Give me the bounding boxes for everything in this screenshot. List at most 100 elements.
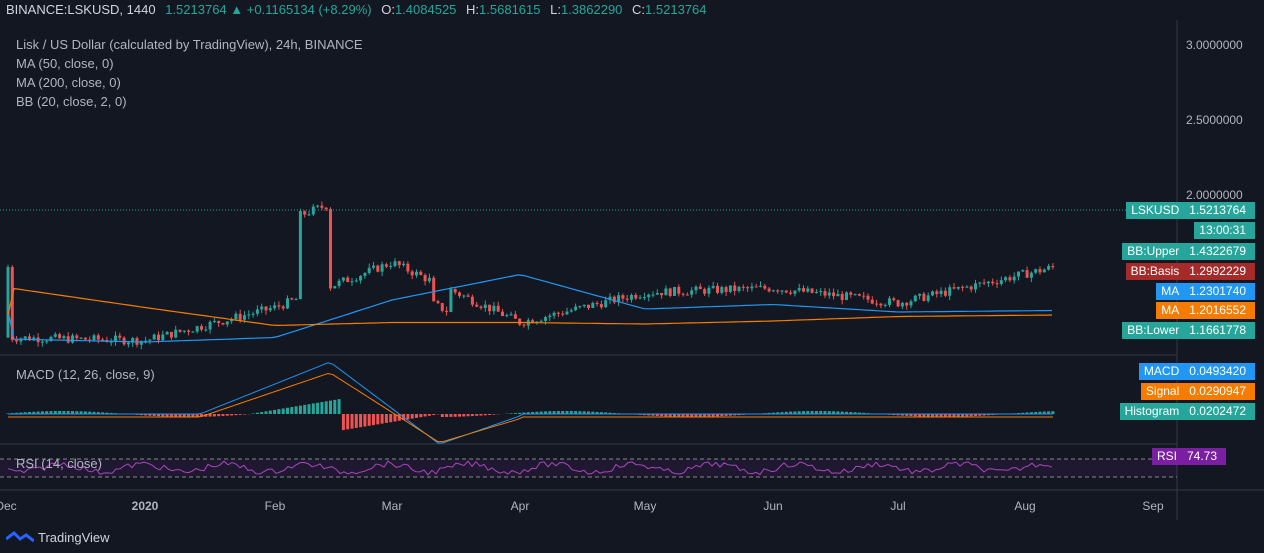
candle-body (720, 287, 724, 293)
macd-histogram-bar (333, 399, 337, 414)
price-tick-label: 2.0000000 (1186, 188, 1243, 202)
candle-body (952, 287, 956, 289)
candle-body (144, 340, 148, 342)
candle-body (402, 263, 406, 266)
candle-body (118, 335, 122, 338)
ma200-legend[interactable]: MA (200, close, 0) (16, 75, 121, 90)
macd-histogram-bar (221, 414, 225, 416)
macd-histogram-bar (389, 414, 393, 423)
macd-histogram-bar (569, 411, 573, 414)
macd-histogram-bar (350, 414, 354, 429)
candle-body (544, 317, 547, 321)
candle-body (114, 335, 117, 342)
symbol-label[interactable]: BINANCE:LSKUSD, 1440 (6, 2, 156, 17)
candle-body (492, 305, 496, 312)
candle-body (217, 320, 221, 324)
candle-body (462, 295, 466, 297)
macd-legend[interactable]: MACD (12, 26, close, 9) (16, 367, 155, 382)
macd-histogram-bar (281, 408, 285, 414)
candle-body (612, 296, 616, 303)
price-tag: MA 1.2016552 (1156, 302, 1255, 319)
macd-histogram-bar (83, 411, 87, 414)
macd-histogram-bar (71, 411, 74, 414)
ma200-line (7, 287, 1053, 327)
macd-histogram-bar (526, 412, 530, 414)
macd-histogram-bar (1042, 411, 1046, 414)
macd-histogram-bar (819, 411, 823, 414)
rsi-legend[interactable]: RSI (14, close) (16, 456, 102, 471)
candle-body (1004, 277, 1008, 281)
candle-body (264, 306, 268, 311)
macd-histogram-bar (681, 414, 685, 417)
candle-body (638, 297, 642, 299)
price-tag-name: Signal (1145, 384, 1180, 398)
candle-body (698, 286, 702, 290)
macd-histogram-bar (15, 412, 19, 414)
macd-histogram-bar (849, 412, 853, 414)
macd-histogram-bar (152, 414, 156, 416)
macd-histogram-bar (294, 406, 298, 414)
macd-histogram-bar (827, 411, 831, 414)
candle-body (866, 295, 870, 300)
candle-body (169, 331, 173, 338)
candle-body (574, 306, 578, 311)
ma50-legend[interactable]: MA (50, close, 0) (16, 56, 114, 71)
macd-histogram-bar (101, 412, 105, 414)
price-tag: BB:Lower 1.1661778 (1122, 322, 1255, 339)
macd-histogram-bar (307, 404, 311, 414)
open-label: O: (381, 2, 395, 17)
macd-histogram-bar (900, 414, 904, 416)
price-tag-name: MA (1161, 303, 1180, 317)
candle-body (900, 302, 904, 307)
macd-histogram-bar (892, 414, 896, 416)
macd-histogram-bar (961, 414, 965, 417)
macd-histogram-bar (66, 411, 70, 414)
macd-histogram-bar (144, 414, 148, 416)
candle-body (182, 330, 186, 332)
candle-body (806, 288, 810, 292)
candle-body (621, 295, 625, 299)
macd-histogram-bar (918, 414, 922, 417)
macd-histogram-bar (651, 414, 655, 416)
macd-histogram-bar (212, 414, 216, 417)
candle-body (630, 294, 633, 300)
candle-body (961, 286, 965, 288)
macd-histogram-bar (423, 414, 427, 417)
candle-body (40, 341, 44, 343)
macd-histogram-bar (359, 414, 363, 428)
symbol-header: BINANCE:LSKUSD, 1440 1.5213764 ▲ +0.1165… (6, 2, 706, 17)
candle-body (92, 335, 96, 341)
macd-histogram-bar (535, 411, 539, 414)
macd-histogram-bar (238, 414, 242, 415)
macd-histogram-bar (587, 411, 590, 414)
macd-histogram-bar (677, 414, 681, 417)
candle-body (178, 329, 182, 332)
macd-histogram-bar (440, 414, 444, 417)
candle-body (763, 285, 767, 289)
candle-body (329, 209, 332, 289)
macd-histogram-bar (251, 413, 255, 414)
candle-body (260, 306, 264, 310)
macd-histogram-bar (200, 414, 203, 417)
macd-histogram-bar (36, 411, 40, 414)
candle-body (599, 304, 603, 308)
macd-histogram-bar (565, 411, 569, 414)
candle-body (1008, 277, 1012, 281)
candle-body (986, 281, 990, 284)
bb-legend[interactable]: BB (20, close, 2, 0) (16, 94, 127, 109)
candle-body (1042, 269, 1046, 273)
macd-histogram-bar (174, 414, 178, 417)
macd-histogram-bar (664, 414, 668, 417)
macd-histogram-bar (208, 414, 212, 417)
price-tag-value: 1.1661778 (1189, 323, 1246, 337)
candle-body (363, 272, 367, 276)
macd-histogram-bar (230, 414, 234, 416)
macd-histogram-bar (32, 411, 36, 414)
candle-body (225, 321, 229, 325)
tradingview-logo[interactable]: TradingView (6, 530, 110, 545)
macd-histogram-bar (268, 410, 272, 414)
macd-histogram-bar (784, 411, 788, 414)
candle-body (212, 320, 216, 322)
macd-histogram-bar (1025, 412, 1029, 414)
